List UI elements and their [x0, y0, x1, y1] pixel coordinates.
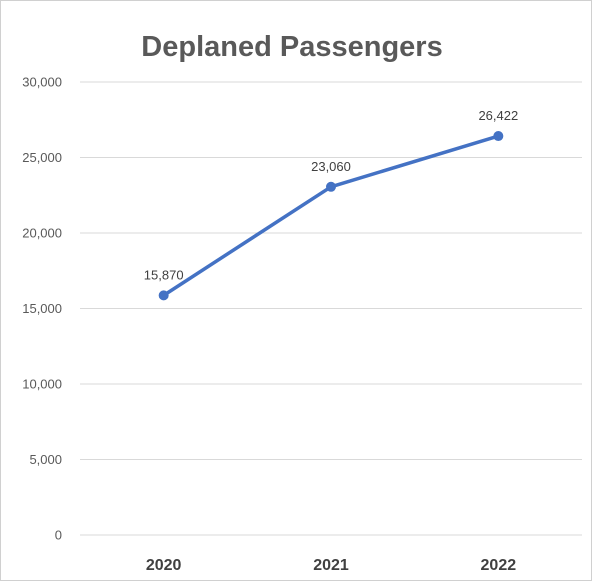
data-label: 15,870: [144, 267, 184, 282]
x-axis-ticks: 2020 2021 2022: [146, 557, 516, 574]
data-point: [493, 131, 504, 142]
y-tick-label: 30,000: [22, 75, 62, 90]
y-axis-ticks: 0 5,000 10,000 15,000 20,000 25,000 30,000: [22, 75, 62, 543]
y-tick-label: 0: [55, 528, 62, 543]
y-tick-label: 15,000: [22, 301, 62, 316]
x-tick-label: 2022: [481, 557, 517, 574]
x-tick-label: 2020: [146, 557, 182, 574]
data-point: [158, 290, 169, 301]
y-tick-label: 20,000: [22, 226, 62, 241]
chart-title: Deplaned Passengers: [141, 31, 442, 63]
data-label: 23,060: [311, 159, 351, 174]
y-tick-label: 5,000: [29, 452, 62, 467]
x-tick-label: 2021: [313, 557, 349, 574]
data-labels: 15,870 23,060 26,422: [144, 108, 518, 282]
y-tick-label: 10,000: [22, 377, 62, 392]
series-group: [158, 131, 504, 301]
y-tick-label: 25,000: [22, 150, 62, 165]
data-point: [326, 181, 336, 192]
data-label: 26,422: [478, 108, 518, 123]
gridlines: [80, 81, 582, 536]
